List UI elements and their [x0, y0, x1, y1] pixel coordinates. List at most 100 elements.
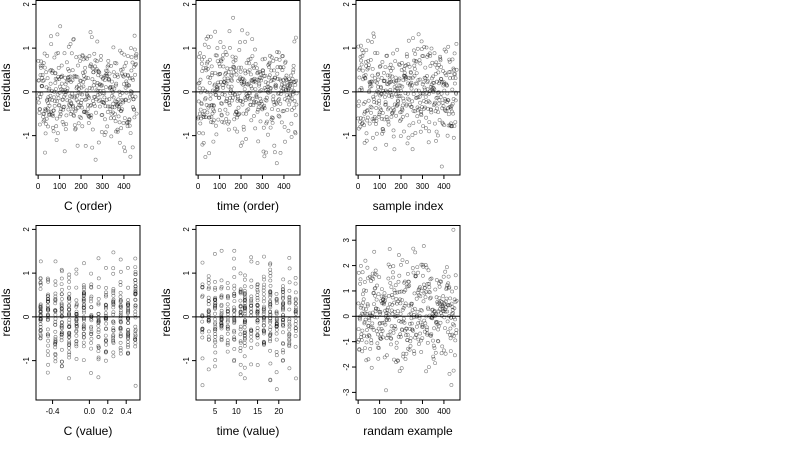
data-point	[291, 63, 296, 68]
x-tick-label: 200	[394, 182, 408, 191]
data-point	[67, 346, 71, 350]
data-point	[406, 284, 411, 289]
data-point	[232, 315, 237, 320]
data-point	[373, 293, 378, 298]
data-point	[111, 250, 116, 255]
data-point	[446, 44, 451, 49]
y-tick-label: 1	[342, 45, 351, 50]
data-point	[449, 109, 454, 114]
data-point	[378, 85, 383, 90]
data-point	[407, 326, 412, 331]
data-point	[366, 98, 371, 103]
data-point	[53, 342, 58, 347]
data-point	[379, 117, 384, 121]
data-point	[200, 335, 205, 340]
data-point	[393, 59, 398, 64]
data-point	[126, 327, 131, 332]
data-point	[404, 351, 409, 356]
data-point	[54, 124, 59, 129]
data-point	[406, 135, 411, 140]
data-point	[238, 288, 243, 293]
data-point	[104, 321, 109, 326]
data-point	[219, 311, 224, 316]
data-point	[412, 63, 417, 68]
data-point	[233, 68, 238, 73]
data-point	[89, 35, 94, 40]
x-tick-label: -0.4	[46, 407, 60, 416]
data-point	[77, 103, 82, 108]
data-point	[246, 81, 251, 86]
data-point	[124, 79, 129, 84]
data-point	[129, 68, 134, 73]
y-tick-label: 0	[22, 89, 31, 94]
data-point	[89, 336, 94, 341]
data-point	[87, 86, 92, 90]
data-point	[432, 87, 437, 92]
data-point	[391, 51, 396, 56]
data-point	[96, 70, 101, 74]
data-point	[417, 106, 422, 111]
data-point	[208, 92, 213, 97]
data-point	[207, 80, 212, 85]
data-point	[232, 305, 236, 310]
data-point	[53, 99, 57, 104]
data-point	[362, 280, 367, 284]
data-point	[96, 327, 101, 332]
data-point	[247, 68, 252, 73]
data-point	[289, 108, 294, 112]
data-point	[393, 75, 398, 80]
data-point	[119, 68, 123, 72]
data-point	[372, 116, 377, 121]
data-point	[249, 255, 254, 260]
data-point	[219, 312, 224, 317]
data-point	[46, 338, 51, 343]
data-point	[274, 57, 279, 61]
data-point	[268, 310, 273, 315]
data-point	[389, 336, 394, 341]
data-point	[381, 302, 386, 307]
data-point	[262, 282, 267, 287]
data-point	[261, 331, 266, 336]
data-point	[222, 92, 227, 97]
data-point	[237, 111, 242, 116]
data-point	[126, 351, 131, 356]
data-point	[381, 71, 386, 75]
data-point	[96, 330, 101, 335]
data-point	[213, 350, 218, 355]
data-point	[414, 59, 419, 64]
data-point	[262, 103, 267, 108]
data-point	[423, 95, 428, 99]
data-point	[256, 105, 261, 110]
data-point	[240, 99, 245, 104]
data-point	[45, 370, 50, 375]
data-point	[261, 328, 266, 333]
plot-frame	[195, 0, 301, 176]
data-point	[108, 116, 113, 121]
data-point	[375, 315, 380, 320]
data-point	[375, 332, 380, 337]
data-point	[395, 290, 400, 295]
data-points	[356, 31, 459, 169]
data-point	[276, 98, 281, 103]
data-point	[281, 65, 286, 70]
data-point	[74, 318, 79, 323]
data-point	[126, 54, 130, 59]
data-point	[364, 138, 369, 143]
data-point	[441, 104, 446, 109]
data-point	[47, 86, 52, 91]
data-point	[114, 61, 119, 66]
data-point	[268, 290, 273, 295]
data-point	[225, 349, 230, 354]
data-point	[59, 301, 64, 306]
data-point	[439, 91, 444, 96]
data-point	[61, 122, 66, 127]
data-point	[409, 321, 414, 326]
data-point	[242, 292, 247, 297]
y-axis-title: residuals	[319, 63, 333, 111]
data-point	[258, 119, 263, 124]
data-point	[261, 311, 266, 316]
data-point	[130, 60, 135, 65]
data-point	[452, 323, 457, 328]
data-point	[398, 297, 402, 302]
